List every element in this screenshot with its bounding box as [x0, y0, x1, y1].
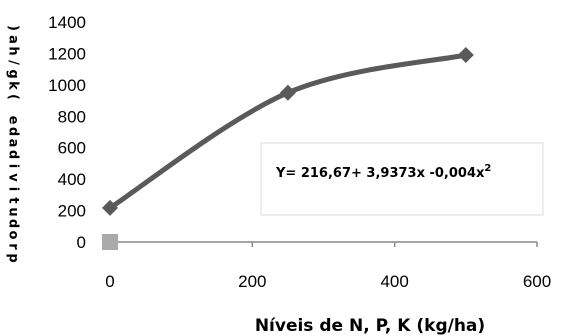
x-tick-label: 600 [523, 272, 551, 291]
y-tick-label: 800 [58, 107, 86, 126]
y-axis-title-char: g [6, 69, 21, 78]
y-axis-title-char: / [6, 60, 21, 65]
series-markers [102, 47, 474, 250]
y-tick-label: 600 [58, 139, 86, 158]
equation-main: Y= 216,67+ 3,9373x -0,004x [275, 166, 485, 181]
y-axis-title-char: u [6, 207, 21, 216]
x-tick-labels: 0 200 400 600 [105, 272, 551, 291]
y-axis-title-char: d [6, 219, 21, 228]
data-point-square [102, 234, 118, 250]
data-point-diamond [102, 199, 118, 216]
y-tick-label: 1400 [48, 13, 86, 32]
y-axis-title-char: ) [6, 25, 21, 31]
y-axis-title-char: o [6, 231, 21, 240]
y-axis-title-char: d [6, 150, 21, 159]
data-point-diamond [457, 47, 474, 63]
y-axis-title-char: e [6, 116, 21, 125]
x-tick-label: 0 [105, 272, 114, 291]
y-axis-title-char: a [6, 35, 21, 44]
y-tick-label: 400 [58, 170, 86, 189]
y-axis-title-char: d [6, 127, 21, 136]
y-axis-title-char: v [6, 173, 21, 182]
equation-box-frame [260, 142, 544, 216]
y-axis-title-char: t [6, 197, 21, 203]
equation-text: Y= 216,67+ 3,9373x -0,004x2 [275, 163, 491, 181]
x-axis-title: Níveis de N, P, K (kg/ha) [255, 316, 485, 336]
y-tick-label: 0 [77, 233, 86, 252]
equation-superscript: 2 [484, 163, 491, 174]
y-axis-title-char: r [6, 243, 21, 250]
y-axis-title-char: i [6, 164, 21, 168]
y-tick-label: 1200 [48, 44, 86, 63]
y-axis-title-char: k [6, 81, 21, 90]
y-tick-labels: 0 200 400 600 800 1000 1200 1400 [48, 13, 86, 252]
y-axis-title-char: i [6, 187, 21, 191]
y-tick-label: 1000 [48, 76, 86, 95]
y-axis-title-char: h [6, 46, 21, 55]
equation-box: Y= 216,67+ 3,9373x -0,004x2 [260, 142, 544, 216]
x-tick-label: 200 [238, 272, 266, 291]
y-axis-title-char: ( [6, 94, 21, 100]
x-tick-label: 400 [380, 272, 408, 291]
y-tick-label: 200 [58, 202, 86, 221]
y-axis-title-char: a [6, 139, 21, 148]
y-axis-title-char: p [6, 253, 21, 262]
data-point-diamond [279, 84, 296, 101]
